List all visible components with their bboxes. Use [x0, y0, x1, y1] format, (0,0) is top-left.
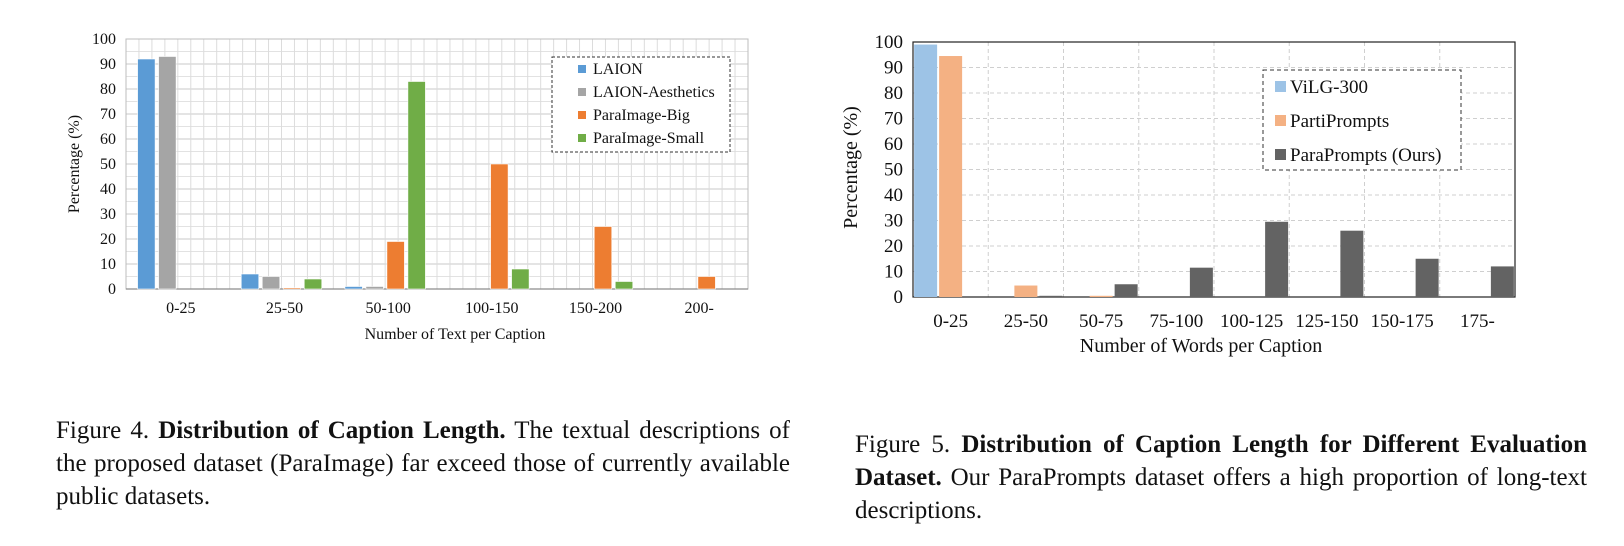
bar-paraimage-small-25-50	[303, 278, 323, 290]
figure-4-bold-title: Distribution of Caption Length.	[158, 417, 506, 444]
y-tick-label: 10	[100, 256, 116, 273]
y-axis-label: Percentage (%)	[840, 106, 862, 229]
y-tick-label: 100	[92, 31, 116, 48]
legend-label-paraimage-big: ParaImage-Big	[593, 107, 690, 124]
y-tick-label: 80	[100, 81, 116, 98]
bar-laion-25-50	[240, 273, 260, 290]
bar-vilg-300-0-25	[914, 44, 938, 297]
y-tick-label: 90	[100, 56, 116, 73]
legend-swatch-partiprompts	[1275, 115, 1286, 126]
bar-paraimage-small-100-150	[511, 268, 530, 290]
figure-4-caption: Figure 4. Distribution of Caption Length…	[56, 414, 790, 513]
x-tick-label: 175-	[1460, 311, 1495, 332]
bar-laion-aesthetics-50-100	[365, 286, 384, 290]
y-axis-label: Percentage (%)	[66, 115, 83, 213]
legend-label-vilg-300: ViLG-300	[1290, 77, 1368, 98]
figure-5-svg: 0 10 20 30 40 50 60 70 80 90 100 0-25 25-50 50-75 75-1…	[840, 32, 1516, 357]
y-tick-label: 70	[100, 106, 116, 123]
legend: LAION LAION-Aesthetics ParaImage-Big ParaIm…	[551, 56, 731, 153]
y-tick-label: 50	[884, 160, 903, 181]
bar-paraimage-small-150-200	[614, 281, 634, 290]
x-tick-label: 25-50	[266, 300, 303, 317]
bar-paraimage-big-25-50	[282, 287, 302, 290]
legend-label-laion-aesthetics: LAION-Aesthetics	[593, 84, 715, 101]
x-tick-label: 100-125	[1220, 311, 1283, 332]
y-tick-label: 30	[100, 206, 116, 223]
y-tick-label: 30	[884, 211, 903, 232]
y-tick-label: 60	[100, 131, 116, 148]
y-tick-label: 40	[100, 181, 116, 198]
bar-paraimage-big-50-100	[386, 241, 405, 290]
bar-paraimage-big-150-200	[593, 226, 613, 290]
x-tick-label: 0-25	[166, 300, 195, 317]
legend-swatch-paraprompts-ours	[1275, 149, 1286, 160]
legend-label-partiprompts: PartiPrompts	[1290, 111, 1389, 132]
legend-label-laion: LAION	[593, 61, 643, 78]
x-tick-label: 150-175	[1370, 311, 1433, 332]
y-tick-label: 80	[884, 83, 903, 104]
bar-laion-aesthetics-25-50	[261, 276, 281, 290]
figure-5-label: Figure 5.	[855, 431, 951, 458]
x-tick-label: 125-150	[1295, 311, 1358, 332]
x-tick-label: 75-100	[1149, 311, 1203, 332]
figure-5-text: Our ParaPrompts dataset offers a high pr…	[855, 464, 1588, 524]
bar-paraprompts-ours-100-125	[1265, 221, 1289, 297]
legend: ViLG-300 PartiPrompts ParaPrompts (Ours)	[1262, 69, 1462, 171]
x-tick-label: 100-150	[465, 300, 518, 317]
legend-swatch-vilg-300	[1275, 81, 1286, 92]
figure-5-caption: Figure 5. Distribution of Caption Length…	[855, 428, 1587, 527]
figure-4-text: The textual descriptions of the proposed…	[56, 417, 790, 510]
plot-frame	[912, 41, 1516, 298]
y-tick-label: 40	[884, 185, 903, 206]
figure-4-label: Figure 4.	[56, 417, 150, 444]
legend-box	[1262, 69, 1462, 171]
bar-laion-aesthetics-0-25	[158, 56, 177, 290]
bar-paraimage-big-100-150	[490, 163, 509, 290]
x-tick-label: 25-50	[1004, 311, 1048, 332]
x-axis-label: Number of Words per Caption	[1080, 335, 1322, 357]
legend-label-paraimage-small: ParaImage-Small	[593, 130, 705, 147]
y-tick-label: 10	[884, 262, 903, 283]
x-tick-label: 50-75	[1079, 311, 1123, 332]
y-tick-label: 20	[100, 231, 116, 248]
legend-swatch-laion-aesthetics	[578, 88, 586, 96]
legend-swatch-paraimage-big	[578, 111, 586, 119]
bar-paraprompts-ours-75-100	[1189, 267, 1213, 297]
legend-swatch-paraimage-small	[578, 134, 586, 142]
bar-partiprompts-0-25	[939, 56, 963, 298]
figure-5-chart: 0 10 20 30 40 50 60 70 80 90 100 0-25 25-50 50-75 75-1…	[830, 0, 1624, 380]
figure-4-svg: 0 10 20 30 40 50 60 70 80 90 100 0-25 25-50 50-100 100…	[66, 31, 749, 343]
figure-5-bold-title: Distribution of Caption Length for Diffe…	[855, 431, 1588, 491]
x-tick-label: 200-	[685, 300, 714, 317]
legend-label-paraprompts-ours: ParaPrompts (Ours)	[1290, 145, 1441, 166]
y-tick-label: 20	[884, 236, 903, 257]
figure-4-chart: 0 10 20 30 40 50 60 70 80 90 100 0-25 25-50 50-100 100…	[0, 0, 800, 380]
y-tick-label: 0	[108, 281, 116, 298]
y-tick-label: 70	[884, 109, 903, 130]
bar-paraimage-small-50-100	[407, 81, 426, 290]
bar-paraprompts-ours-150-175	[1415, 258, 1439, 297]
bar-paraprompts-ours-125-150	[1340, 230, 1364, 297]
bar-paraprompts-ours-50-75	[1114, 284, 1138, 297]
bar-laion-0-25	[137, 58, 156, 290]
y-tick-label: 90	[884, 58, 903, 79]
y-tick-label: 0	[894, 287, 904, 308]
x-tick-label: 0-25	[933, 311, 968, 332]
bar-partiprompts-25-50	[1014, 285, 1038, 297]
x-axis-label: Number of Text per Caption	[365, 326, 546, 343]
bar-paraprompts-ours-25-50	[1039, 295, 1063, 297]
grid-lines	[913, 41, 1515, 297]
y-tick-label: 100	[875, 32, 904, 53]
bar-partiprompts-50-75	[1089, 295, 1113, 297]
y-tick-label: 50	[100, 156, 116, 173]
y-tick-label: 60	[884, 134, 903, 155]
bar-laion-50-100	[344, 286, 363, 290]
x-tick-label: 150-200	[569, 300, 622, 317]
bar-paraimage-big-200	[697, 276, 716, 290]
legend-swatch-laion	[578, 65, 586, 73]
bar-paraprompts-ours-175	[1490, 266, 1514, 297]
x-tick-label: 50-100	[366, 300, 411, 317]
